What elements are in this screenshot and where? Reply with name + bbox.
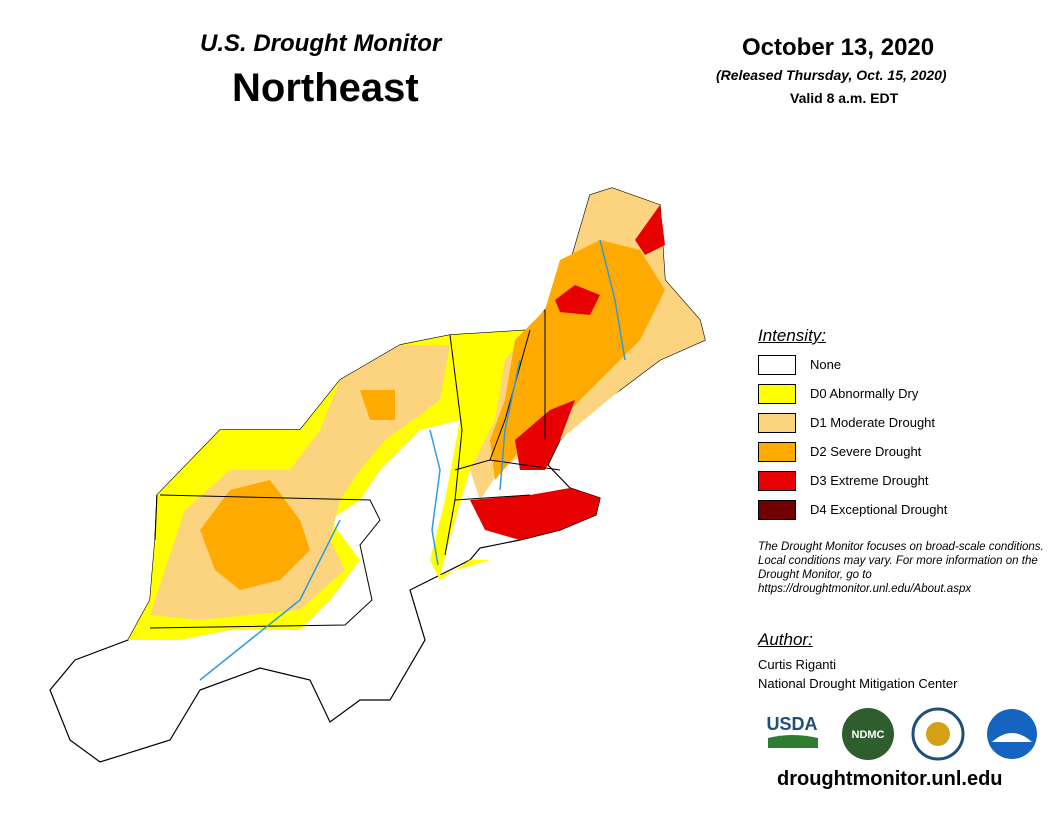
author-name: Curtis Riganti — [758, 657, 837, 672]
legend-swatch — [758, 442, 796, 462]
state-borders — [149, 310, 561, 629]
title: U.S. Drought Monitor — [200, 30, 442, 57]
logos: USDA NDMC — [766, 707, 1037, 761]
region-d3 — [470, 205, 665, 540]
usda-logo: USDA — [766, 714, 817, 734]
legend-swatch — [758, 500, 796, 520]
author-title: Author: — [758, 630, 813, 649]
legend-swatch — [758, 471, 796, 491]
region-title: Northeast — [232, 66, 419, 110]
legend-label: D3 Extreme Drought — [810, 473, 929, 488]
legend-label: D1 Moderate Drought — [810, 415, 936, 430]
legend-label: D2 Severe Drought — [810, 444, 922, 459]
usda-swoosh — [768, 735, 818, 748]
legend-swatch — [758, 413, 796, 433]
valid: Valid 8 a.m. EDT — [790, 90, 899, 106]
legend-title: Intensity: — [758, 326, 827, 345]
legend-swatch — [758, 384, 796, 404]
legend-label: D0 Abnormally Dry — [810, 386, 919, 401]
region-d2 — [200, 240, 665, 590]
noaa-gull — [992, 733, 1032, 742]
legend-label: D4 Exceptional Drought — [810, 502, 948, 517]
url: droughtmonitor.unl.edu — [777, 768, 1003, 790]
note: The Drought Monitor focuses on broad-sca… — [758, 541, 1044, 595]
legend-swatch — [758, 355, 796, 375]
author-org: National Drought Mitigation Center — [758, 676, 958, 691]
released: (Released Thursday, Oct. 15, 2020) — [716, 67, 947, 83]
legend-label: None — [810, 357, 842, 372]
ndmc-logo: NDMC — [852, 729, 885, 741]
rivers — [199, 239, 626, 681]
ndmc-circle — [842, 708, 894, 760]
date: October 13, 2020 — [742, 34, 935, 61]
doc-emblem — [926, 722, 950, 746]
